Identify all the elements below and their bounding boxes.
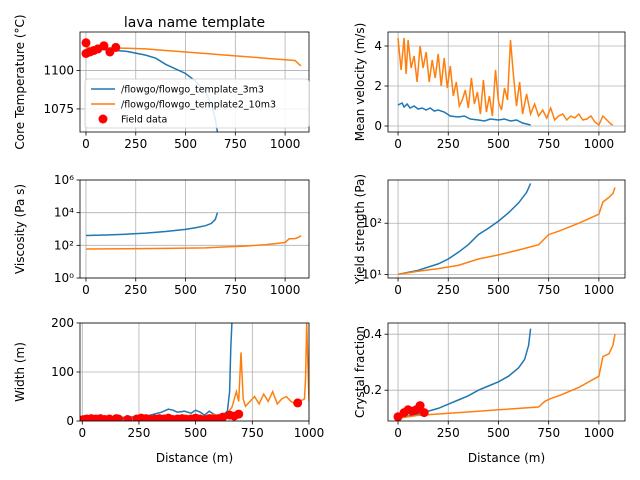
y-tick-label: 200 xyxy=(51,316,74,330)
x-tick-label: 500 xyxy=(184,426,207,440)
x-tick-label: 1000 xyxy=(584,137,615,151)
series-line-2 xyxy=(397,187,616,276)
legend-entry: Field data xyxy=(121,115,167,126)
x-tick-label: 0 xyxy=(82,137,90,151)
x-tick-label: 0 xyxy=(82,283,90,297)
y-tick-label: 1075 xyxy=(43,102,74,116)
chart-panel-3: 0 250 500 750 1000 10⁰ 10² 10⁴ 10⁶ Viscosity (Pa … xyxy=(13,173,310,297)
y-tick-label: 10¹ xyxy=(362,267,382,281)
axes-frame xyxy=(387,322,626,422)
y-tick-label: 4 xyxy=(374,39,382,53)
axes-frame xyxy=(387,179,626,279)
x-tick-label: 750 xyxy=(224,137,247,151)
y-axis-label: Viscosity (Pa s) xyxy=(13,184,27,274)
x-tick-label: 250 xyxy=(124,283,147,297)
x-tick-label: 0 xyxy=(394,137,402,151)
x-axis-label: Distance (m) xyxy=(156,451,233,465)
field-data-point xyxy=(218,412,228,421)
y-tick-label: 2 xyxy=(374,79,382,93)
y-tick-label: 10² xyxy=(54,238,74,252)
x-tick-label: 1000 xyxy=(584,426,615,440)
legend-entry: /flowgo/flowgo_template2_10m3 xyxy=(121,100,276,111)
chart-legend: /flowgo/flowgo_template_3m3/flowgo/flowg… xyxy=(84,78,310,129)
x-tick-label: 500 xyxy=(487,283,510,297)
y-axis-label: Crystal fraction xyxy=(353,326,367,418)
chart-title: lava name template xyxy=(124,15,265,31)
y-tick-label: 0 xyxy=(66,414,74,428)
y-tick-label: 10² xyxy=(362,216,382,230)
series-line-2 xyxy=(397,37,614,127)
y-tick-label: 0.2 xyxy=(363,383,382,397)
x-tick-label: 0 xyxy=(394,283,402,297)
axes-frame xyxy=(387,31,626,133)
chart-panel-5: 0 250 500 750 1000 0 100 200 Width (m) Distance (… xyxy=(13,316,324,465)
series-line-2 xyxy=(85,234,302,250)
field-data-point xyxy=(111,42,121,52)
x-tick-label: 1000 xyxy=(270,283,301,297)
x-tick-label: 0 xyxy=(394,426,402,440)
field-data-point xyxy=(415,401,425,411)
y-tick-label: 10⁴ xyxy=(54,206,74,220)
field-data-point xyxy=(234,409,244,419)
series-line-1 xyxy=(82,323,233,420)
series-line-1 xyxy=(397,183,532,276)
x-tick-label: 250 xyxy=(124,137,147,151)
x-tick-label: 500 xyxy=(487,426,510,440)
legend-marker xyxy=(98,114,108,124)
y-axis-label: Mean velocity (m/s) xyxy=(353,23,367,142)
axes-frame xyxy=(79,179,310,279)
chart-panel-1: 0 250 500 750 1000 1075 1100 Core Temperature (… xyxy=(13,14,310,151)
x-tick-label: 1000 xyxy=(584,283,615,297)
x-tick-label: 0 xyxy=(78,426,86,440)
series-line-2 xyxy=(85,46,302,67)
x-tick-label: 1000 xyxy=(294,426,325,440)
field-data-point xyxy=(123,415,133,421)
y-tick-label: 10⁰ xyxy=(54,271,74,285)
field-data-point xyxy=(99,41,109,51)
x-tick-label: 500 xyxy=(487,137,510,151)
x-tick-label: 750 xyxy=(537,426,560,440)
x-tick-label: 250 xyxy=(437,283,460,297)
field-data-point xyxy=(114,414,123,421)
x-tick-label: 500 xyxy=(174,283,197,297)
y-tick-label: 100 xyxy=(51,365,74,379)
y-axis-label: Yield strength (Pa) xyxy=(353,174,367,285)
field-data-point xyxy=(105,414,114,421)
x-tick-label: 250 xyxy=(437,137,460,151)
field-data-point xyxy=(419,408,429,418)
y-tick-label: 0 xyxy=(374,119,382,133)
x-tick-label: 500 xyxy=(174,137,197,151)
y-axis-label: Width (m) xyxy=(13,342,27,402)
x-axis-label: Distance (m) xyxy=(468,451,545,465)
field-data-point xyxy=(81,38,91,48)
field-data-point xyxy=(293,398,303,408)
y-tick-label: 0.4 xyxy=(363,327,382,341)
y-tick-label: 1100 xyxy=(43,63,74,77)
y-tick-label: 10⁶ xyxy=(54,173,74,187)
x-tick-label: 750 xyxy=(224,283,247,297)
series-line-1 xyxy=(397,102,531,126)
series-line-1 xyxy=(397,328,532,419)
series-line-2 xyxy=(397,334,616,419)
legend-entry: /flowgo/flowgo_template_3m3 xyxy=(121,85,264,96)
x-tick-label: 250 xyxy=(127,426,150,440)
chart-panel-2: 0 250 500 750 1000 0 2 4 Mean velocity (m/s) xyxy=(353,23,626,151)
series-line-1 xyxy=(85,212,219,237)
y-axis-label: Core Temperature (°C) xyxy=(13,14,27,149)
x-tick-label: 750 xyxy=(537,283,560,297)
x-tick-label: 250 xyxy=(437,426,460,440)
x-tick-label: 750 xyxy=(241,426,264,440)
x-tick-label: 1000 xyxy=(270,137,301,151)
x-tick-label: 750 xyxy=(537,137,560,151)
